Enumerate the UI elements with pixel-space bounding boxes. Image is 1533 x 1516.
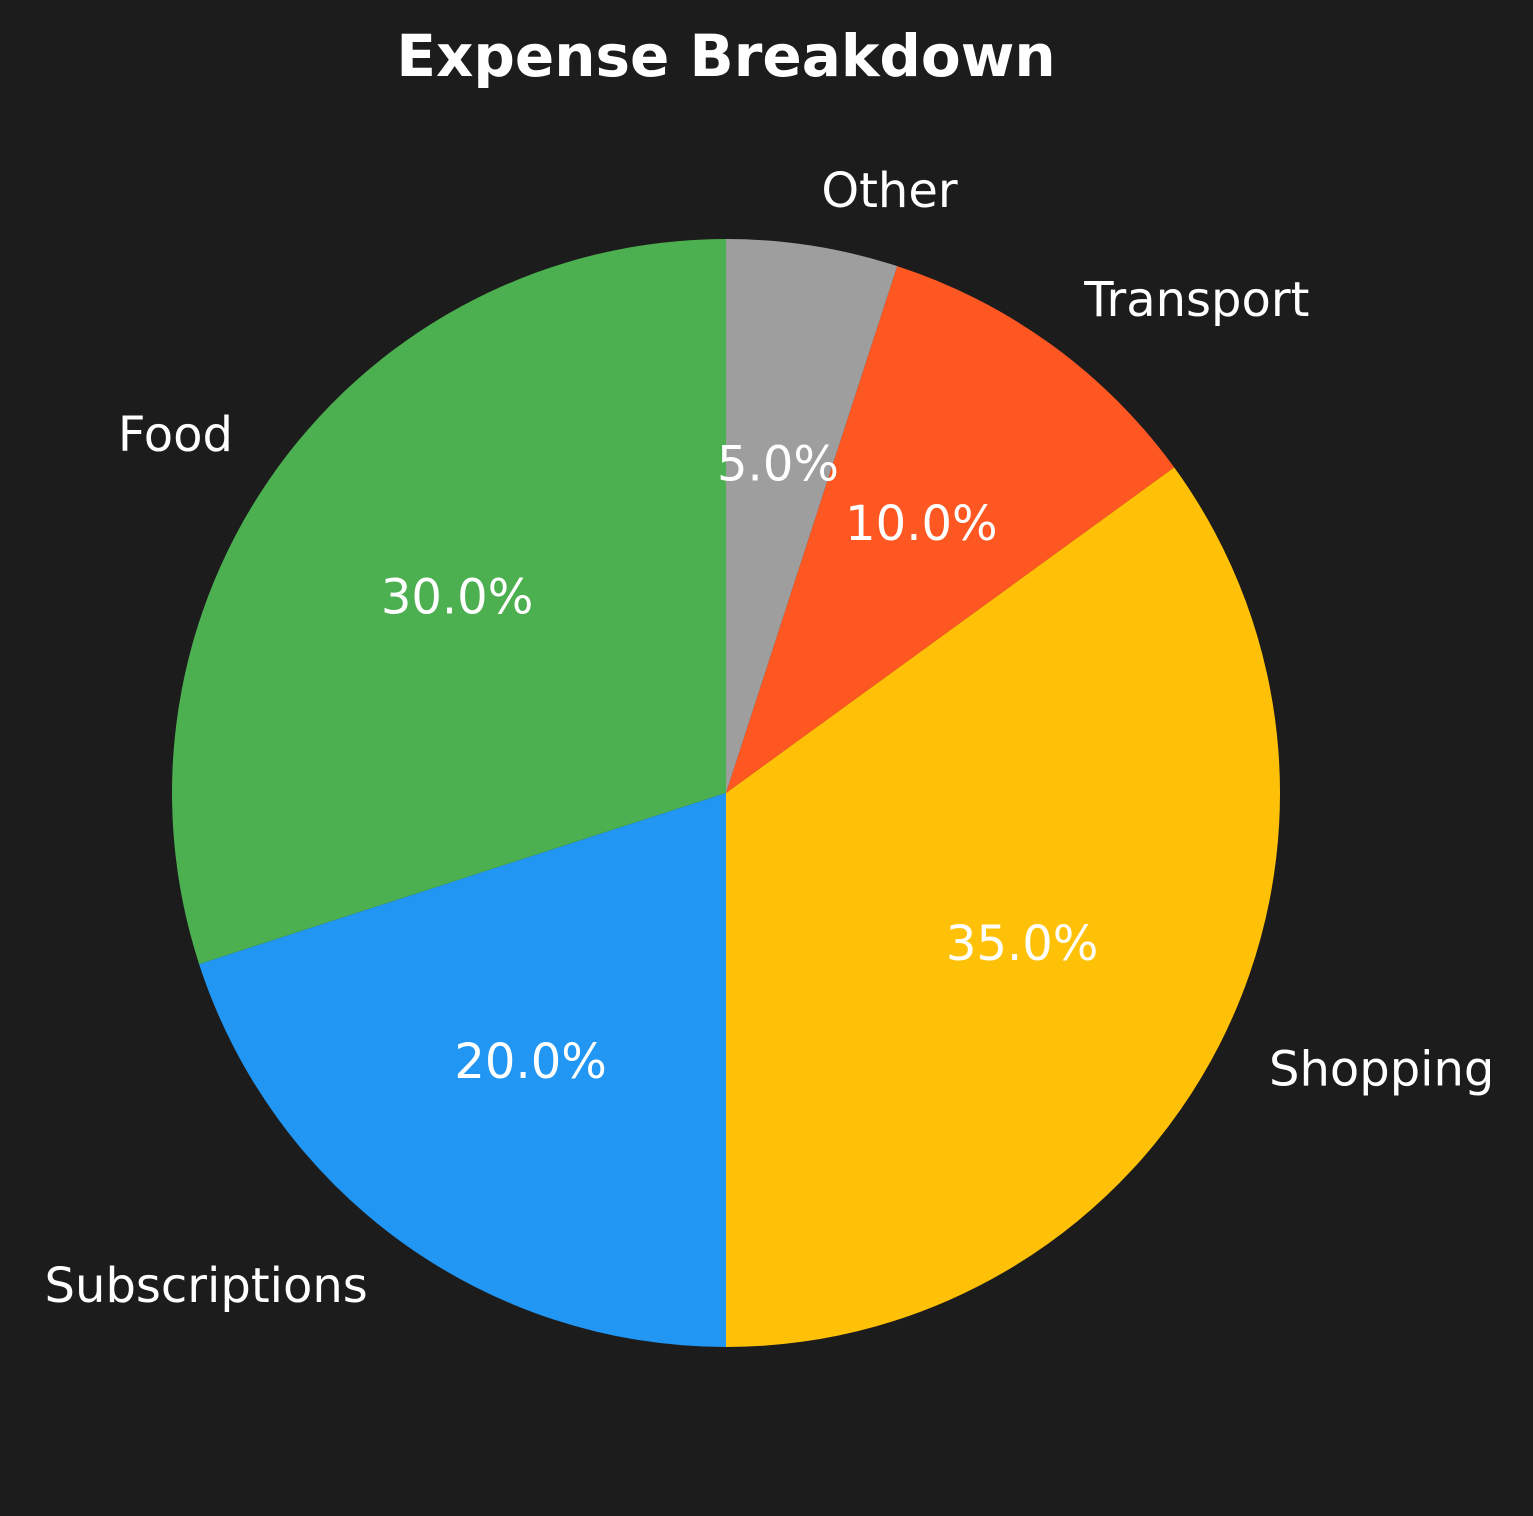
slice-label-food: Food	[118, 407, 233, 463]
pct-label-food: 30.0%	[381, 570, 533, 626]
pct-label-transport: 10.0%	[845, 496, 997, 552]
pie-slice-shopping	[726, 467, 1280, 1348]
slice-label-transport: Transport	[1083, 272, 1309, 328]
pct-label-subscriptions: 20.0%	[454, 1034, 606, 1090]
pie-slice-subscriptions	[199, 793, 726, 1347]
chart-title: Expense Breakdown	[396, 22, 1055, 90]
pct-label-shopping: 35.0%	[946, 916, 1098, 972]
slice-label-shopping: Shopping	[1269, 1042, 1494, 1098]
pie-slices	[171, 239, 1280, 1348]
pie-slice-other	[726, 239, 898, 793]
slice-label-subscriptions: Subscriptions	[45, 1258, 368, 1314]
pct-label-other: 5.0%	[717, 437, 839, 493]
pie-slice-food	[171, 239, 727, 965]
slice-label-other: Other	[821, 163, 958, 219]
pie-slice-transport	[726, 266, 1175, 793]
pie-labels: Food 30.0% Subscriptions 20.0% Shopping 35.0%…	[45, 163, 1495, 1314]
